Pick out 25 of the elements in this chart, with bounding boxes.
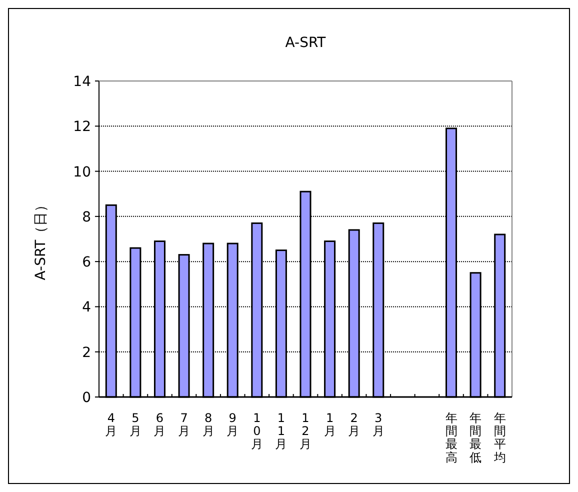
x-tick-label: 11月 [275,410,288,452]
y-tick-label: 14 [73,74,92,90]
x-tick-label: 4月 [105,410,118,438]
x-tick-label: 年間平均 [492,410,506,464]
chart-title: A-SRT [285,35,326,51]
x-tick-label: 10月 [250,410,263,452]
x-tick-label: 年間最高 [445,410,458,464]
x-tick-label: 6月 [154,410,166,438]
x-tick-label: 8月 [202,410,214,438]
x-tick-label: 年間最低 [470,410,482,464]
y-tick-label: 6 [82,254,92,271]
y-tick-label: 4 [82,300,92,316]
x-tick-label: 5月 [129,410,142,438]
y-tick-label: 10 [73,164,91,180]
x-tick-label: 7月 [178,410,190,438]
y-tick-label: 8 [82,209,91,226]
y-axis-title: A-SRT（日） [33,198,49,280]
x-tick-label: 3月 [372,410,384,438]
y-tick-label: 12 [73,119,91,136]
x-tick-label: 12月 [300,410,312,452]
y-tick-label: 2 [82,344,91,361]
x-tick-label: 9月 [226,410,239,438]
y-tick-label: 0 [82,390,91,406]
x-tick-label: 2月 [348,410,360,438]
x-tick-label: 1月 [324,410,336,438]
